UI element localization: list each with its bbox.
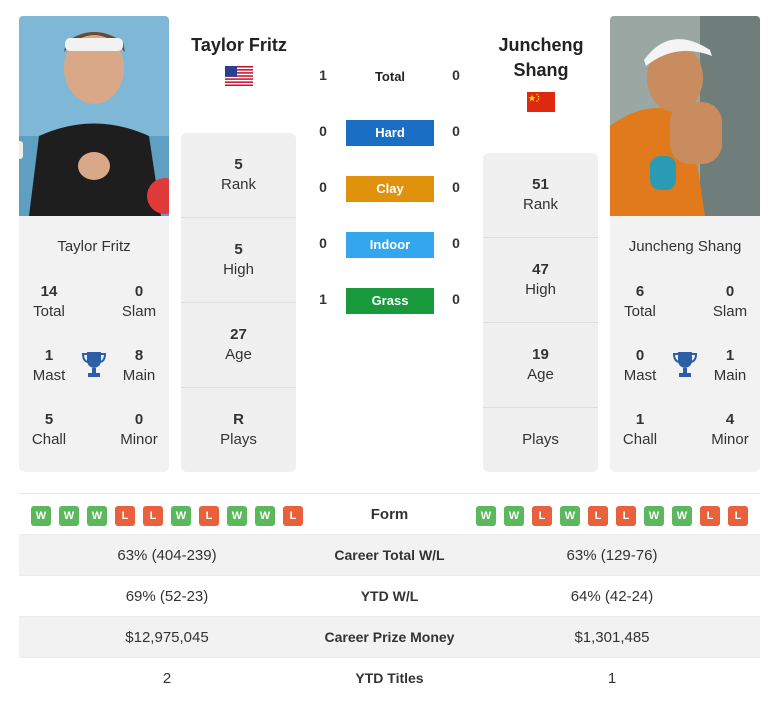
form-win-badge: W <box>31 506 51 526</box>
form-label: Form <box>370 506 409 523</box>
form-win-badge: W <box>87 506 107 526</box>
table-row: $12,975,045 Career Prize Money $1,301,48… <box>19 616 760 657</box>
form-win-badge: W <box>644 506 664 526</box>
h2h-row-clay: 0 Clay 0 <box>305 176 475 202</box>
form-win-badge: W <box>171 506 191 526</box>
form-loss-badge: L <box>532 506 552 526</box>
h2h-label-indoor[interactable]: Indoor <box>346 232 434 258</box>
h2h-label-clay[interactable]: Clay <box>346 176 434 202</box>
table-row: 2 YTD Titles 1 <box>19 657 760 698</box>
stat-chall-right: 1 Chall <box>622 411 658 448</box>
form-loss-badge: L <box>728 506 748 526</box>
age-cell-left: 27 Age <box>181 303 296 388</box>
form-win-badge: W <box>560 506 580 526</box>
stat-chall-left: 5 Chall <box>31 411 67 448</box>
h2h-label-total: Total <box>374 69 406 84</box>
form-loss-badge: L <box>283 506 303 526</box>
h2h-row-total: 1 Total 0 <box>305 64 475 90</box>
stat-mast-left: 1 Mast <box>32 347 66 384</box>
h2h-label-hard[interactable]: Hard <box>346 120 434 146</box>
rank-cell-right: 51 Rank <box>483 153 598 238</box>
player-name-right[interactable]: Juncheng Shang <box>628 238 742 255</box>
table-row: 63% (404-239) Career Total W/L 63% (129-… <box>19 534 760 575</box>
player-card-right: Juncheng Shang 6 Total 0 Slam 0 Mast 1 M… <box>610 216 760 472</box>
h2h-row-hard: 0 Hard 0 <box>305 120 475 146</box>
form-loss-badge: L <box>700 506 720 526</box>
form-win-badge: W <box>227 506 247 526</box>
rank-cell-left: 5 Rank <box>181 133 296 218</box>
form-win-badge: W <box>672 506 692 526</box>
stat-main-right: 1 Main <box>713 347 747 384</box>
stat-minor-right: 4 Minor <box>711 411 749 448</box>
player-name-left[interactable]: Taylor Fritz <box>57 238 131 255</box>
trophy-icon <box>672 352 698 377</box>
form-win-badge: W <box>59 506 79 526</box>
form-loss-badge: L <box>616 506 636 526</box>
plays-cell-right: Plays <box>522 431 559 448</box>
h2h-row-grass: 1 Grass 0 <box>305 288 475 314</box>
stat-minor-left: 0 Minor <box>120 411 158 448</box>
form-loss-badge: L <box>115 506 135 526</box>
form-loss-badge: L <box>588 506 608 526</box>
stat-total-right: 6 Total <box>624 283 656 320</box>
stat-total-left: 14 Total <box>33 283 65 320</box>
stat-slam-left: 0 Slam <box>121 283 157 320</box>
form-win-badge: W <box>476 506 496 526</box>
form-loss-badge: L <box>199 506 219 526</box>
player-title-right[interactable]: Juncheng Shang <box>498 35 584 80</box>
trophy-icon <box>81 352 107 377</box>
cn-flag-icon <box>527 92 555 112</box>
player-card-left: Taylor Fritz 14 Total 0 Slam 1 Mast 8 Ma… <box>19 216 169 472</box>
table-row: 69% (52-23) YTD W/L 64% (42-24) <box>19 575 760 616</box>
player-title-left[interactable]: Taylor Fritz <box>191 35 287 55</box>
form-win-badge: W <box>255 506 275 526</box>
stat-slam-right: 0 Slam <box>712 283 748 320</box>
player-info-column-right: 51 Rank 47 High 19 Age Plays <box>483 153 598 472</box>
player-info-column-left: 5 Rank 5 High 27 Age R Plays <box>181 133 296 472</box>
us-flag-icon <box>225 66 253 86</box>
player-photo-right <box>610 16 760 216</box>
form-loss-badge: L <box>143 506 163 526</box>
high-cell-left: 5 High <box>181 218 296 303</box>
plays-cell-left: R Plays <box>220 411 257 448</box>
h2h-label-grass[interactable]: Grass <box>346 288 434 314</box>
age-cell-right: 19 Age <box>483 323 598 408</box>
stat-main-left: 8 Main <box>122 347 156 384</box>
player-photo-left <box>19 16 169 216</box>
high-cell-right: 47 High <box>483 238 598 323</box>
h2h-row-indoor: 0 Indoor 0 <box>305 232 475 258</box>
stat-mast-right: 0 Mast <box>623 347 657 384</box>
form-win-badge: W <box>504 506 524 526</box>
